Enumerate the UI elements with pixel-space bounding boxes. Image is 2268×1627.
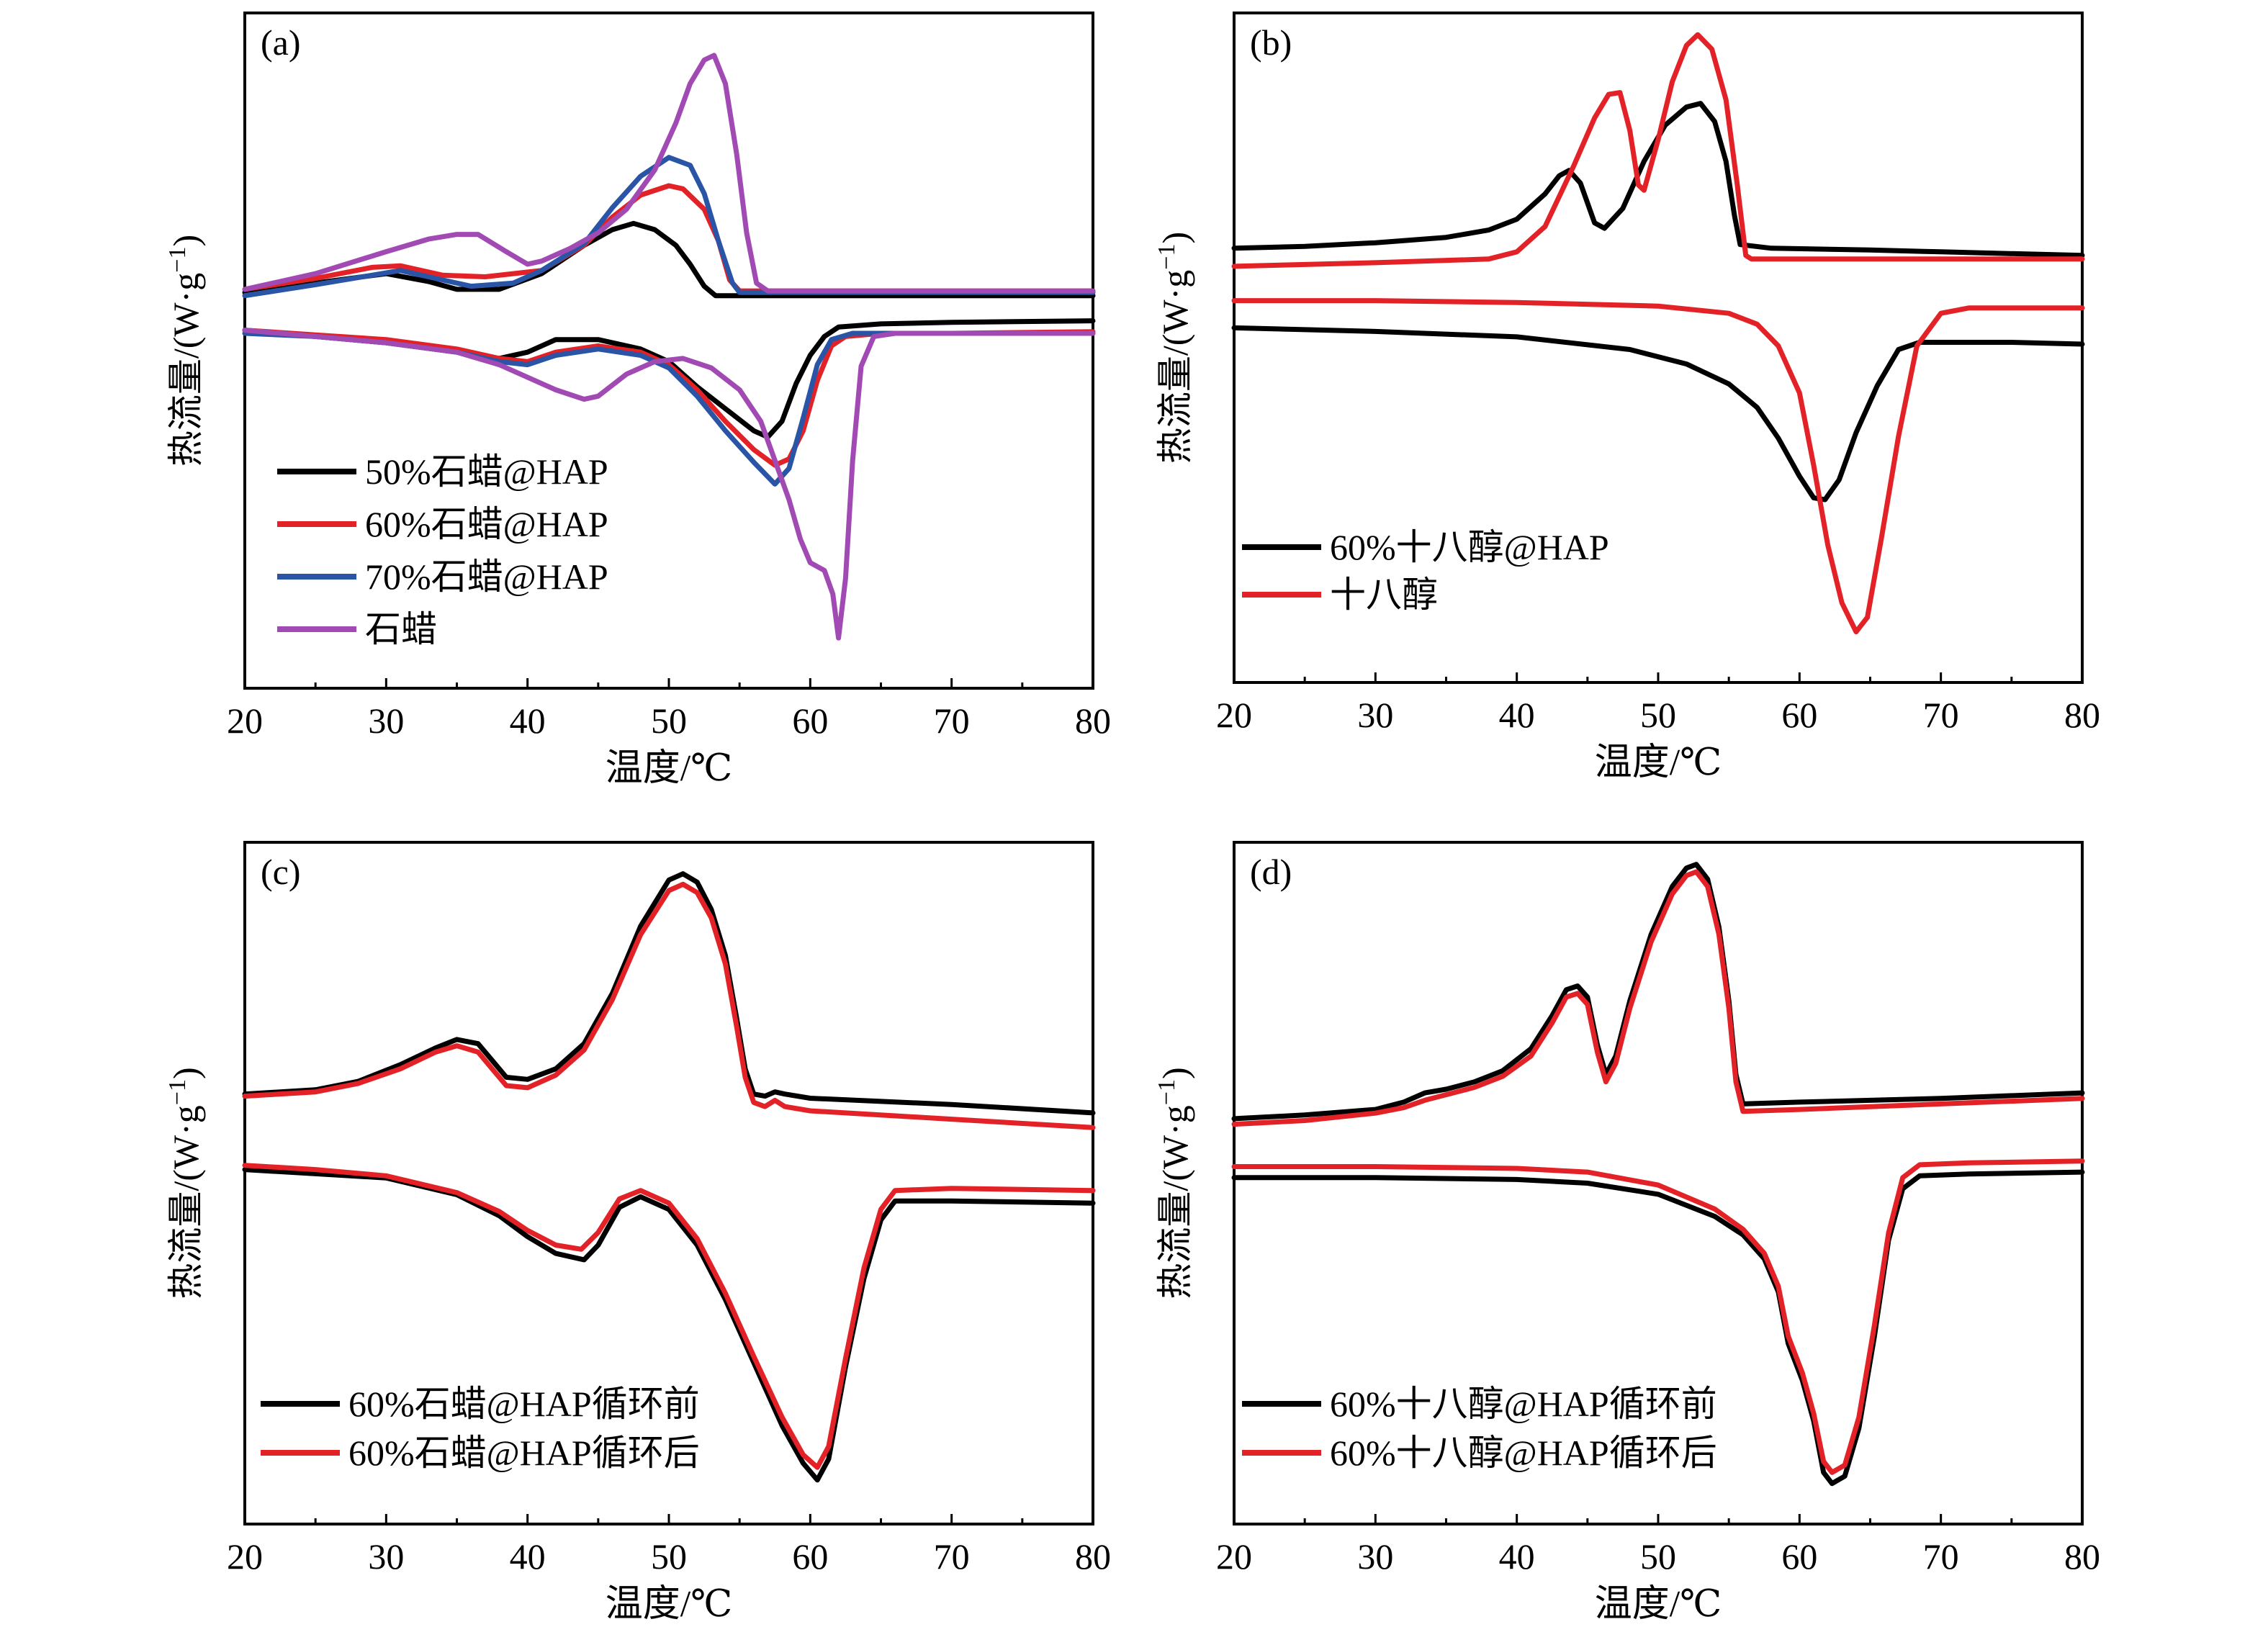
y-axis-label: 热流量/(W·g−1) — [1153, 232, 1195, 464]
x-tick-label: 50 — [1640, 695, 1676, 735]
series-line-heating — [242, 881, 1096, 1130]
x-tick-label: 70 — [1923, 1536, 1959, 1577]
x-axis-label: 温度/℃ — [1595, 1584, 1722, 1625]
legend: 60%石蜡@HAP循环前 60%石蜡@HAP循环后 — [261, 1384, 700, 1473]
y-axis-label-exponent: −1 — [164, 1079, 191, 1105]
x-tick-label: 20 — [1216, 695, 1252, 735]
x-tick-label: 60 — [792, 700, 828, 741]
panel-label: (d) — [1250, 852, 1292, 892]
legend-label: 60%石蜡@HAP循环前 — [348, 1384, 700, 1424]
x-tick-label: 50 — [651, 1536, 687, 1577]
series-line-cooling — [242, 328, 1096, 641]
series-2 — [1231, 869, 2085, 1475]
x-tick-label: 70 — [934, 1536, 970, 1577]
series-4 — [242, 53, 1096, 641]
x-axis-label: 温度/℃ — [606, 1584, 733, 1625]
legend-label: 石蜡 — [365, 609, 437, 649]
y-axis-label-main: 热流量/(W·g — [1155, 270, 1195, 464]
y-axis-label-close: ) — [166, 235, 206, 247]
legend: 60%十八醇@HAP循环前 60%十八醇@HAP循环后 — [1242, 1384, 1717, 1473]
legend-label: 60%十八醇@HAP循环后 — [1330, 1433, 1717, 1473]
x-tick-label: 80 — [2064, 695, 2100, 735]
x-tick-label: 20 — [227, 1536, 263, 1577]
legend-label: 60%十八醇@HAP循环前 — [1330, 1384, 1717, 1424]
y-axis-label: 热流量/(W·g−1) — [164, 1067, 206, 1299]
series-line-heating — [1231, 101, 2085, 258]
x-axis-label: 温度/℃ — [606, 748, 733, 789]
series-1 — [1231, 101, 2085, 502]
x-tick-label: 20 — [1216, 1536, 1252, 1577]
series-line-cooling — [242, 1163, 1096, 1470]
x-tick-label: 70 — [1923, 695, 1959, 735]
x-tick-label: 70 — [934, 700, 970, 741]
x-axis-label: 温度/℃ — [1595, 742, 1722, 783]
x-tick-label: 80 — [2064, 1536, 2100, 1577]
x-tick-label: 30 — [1357, 1536, 1393, 1577]
legend-label: 十八醇 — [1330, 574, 1438, 615]
series-line-cooling — [1231, 1158, 2085, 1475]
panel-d: 20 30 40 50 60 70 80 温度/℃ 热流量/(W·g−1) (d) 60%十八醇@H… — [1153, 841, 2100, 1625]
y-axis-label-main: 热流量/(W·g — [166, 273, 206, 467]
panel-b: 20 30 40 50 60 70 80 温度/℃ 热流量/(W·g−1) (b) 60%十八醇@H… — [1153, 12, 2100, 783]
x-tick-label: 80 — [1075, 700, 1111, 741]
series-line-heating — [242, 53, 1096, 294]
series-2 — [242, 183, 1096, 468]
y-axis-label-close: ) — [1155, 1067, 1195, 1079]
x-tick-label: 60 — [1781, 695, 1817, 735]
y-axis-label-exponent: −1 — [1153, 1079, 1180, 1105]
panel-a: 20 30 40 50 60 70 80 温度/℃ 热流量/(W·g−1) (a) 50%石蜡@HA… — [164, 12, 1111, 789]
y-axis-label: 热流量/(W·g−1) — [164, 235, 206, 467]
y-axis-label-main: 热流量/(W·g — [166, 1105, 206, 1299]
y-axis-label-close: ) — [166, 1067, 206, 1079]
y-axis-label: 热流量/(W·g−1) — [1153, 1067, 1195, 1299]
y-axis-label-main: 热流量/(W·g — [1155, 1105, 1195, 1299]
x-tick-label: 20 — [227, 700, 263, 741]
panel-c: 20 30 40 50 60 70 80 温度/℃ 热流量/(W·g−1) (c) 60%石蜡@HA… — [164, 841, 1111, 1625]
series-line-cooling — [1231, 298, 2085, 635]
legend-label: 60%石蜡@HAP — [365, 504, 608, 544]
series-line-cooling — [242, 328, 1096, 468]
series-line-heating — [242, 871, 1096, 1116]
x-tick-label: 40 — [510, 700, 546, 741]
series-line-heating — [242, 220, 1096, 299]
series-line-heating — [1231, 32, 2085, 269]
x-tick-label: 40 — [510, 1536, 546, 1577]
x-tick-label: 40 — [1499, 1536, 1535, 1577]
legend: 60%十八醇@HAP 十八醇 — [1242, 527, 1609, 615]
legend-label: 60%十八醇@HAP — [1330, 527, 1609, 567]
x-tick-label: 40 — [1499, 695, 1535, 735]
legend-label: 60%石蜡@HAP循环后 — [348, 1433, 700, 1473]
x-tick-label: 50 — [1640, 1536, 1676, 1577]
x-tick-label: 30 — [1357, 695, 1393, 735]
series-line-heating — [242, 155, 1096, 299]
y-axis-label-close: ) — [1155, 232, 1195, 244]
x-tick-label: 50 — [651, 700, 687, 741]
x-tick-label: 60 — [792, 1536, 828, 1577]
series-line-heating — [1231, 862, 2085, 1122]
x-tick-label: 30 — [368, 700, 404, 741]
series-2 — [242, 881, 1096, 1470]
series-line-heating — [1231, 869, 2085, 1127]
x-tick-label: 60 — [1781, 1536, 1817, 1577]
x-tick-label: 30 — [368, 1536, 404, 1577]
panel-label: (b) — [1250, 22, 1292, 63]
series-line-cooling — [1231, 325, 2085, 502]
legend: 50%石蜡@HAP 60%石蜡@HAP 70%石蜡@HAP 石蜡 — [277, 451, 608, 649]
legend-label: 50%石蜡@HAP — [365, 451, 608, 492]
panel-label: (a) — [261, 22, 301, 63]
series-2 — [1231, 32, 2085, 635]
x-tick-label: 80 — [1075, 1536, 1111, 1577]
legend-label: 70%石蜡@HAP — [365, 556, 608, 597]
panel-label: (c) — [261, 852, 301, 892]
y-axis-label-exponent: −1 — [1153, 244, 1180, 270]
y-axis-label-exponent: −1 — [164, 247, 191, 273]
